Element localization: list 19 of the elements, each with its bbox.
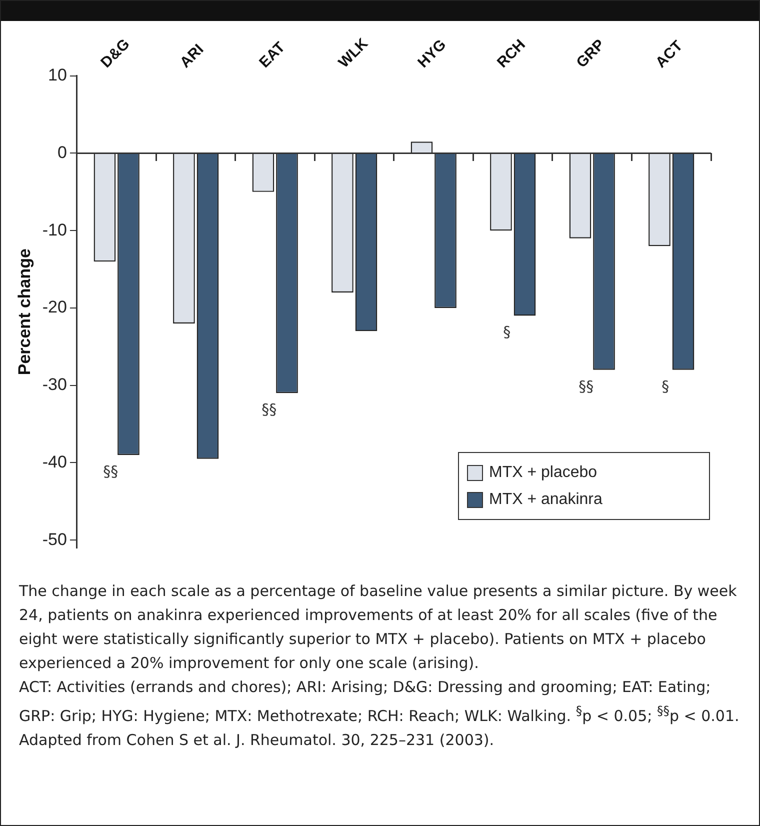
annotation: § <box>503 323 511 342</box>
x-tick-label: ARI <box>176 40 208 72</box>
y-tick-label: -20 <box>42 298 67 317</box>
y-tick-label: 0 <box>58 142 67 162</box>
legend-label: MTX + anakinra <box>489 490 602 508</box>
annotation: §§ <box>262 400 277 418</box>
y-tick-label: -50 <box>42 530 67 549</box>
y-tick-label: -30 <box>42 375 67 394</box>
y-axis-title: Percent change <box>14 248 34 376</box>
text: Adapted from Cohen S et al. J. Rheumatol. 30, 225–231 (2003). <box>19 730 496 751</box>
text: The change in each scale as a percentage of baseline value presents a similar picture. By week 24, patients on anakinra experienced improvements of at least 20% for all scales (five of the eight were statistically significantly superior to MTX + placebo). Patients on MTX + placebo experienced a 20% improvement for only one scale (arising). <box>19 581 738 674</box>
y-tick-label: -40 <box>42 452 67 472</box>
text: ACT: Activities (errands and chores); ARI: Arising; D&G: Dressing and grooming; EAT: Eating; GRP: Grip; HYG: Hygiene; MTX: Methotrexate; RCH: Reach; WLK: Walking. $^{§}$p < 0.05; $^{§§}$p < 0.01. <box>19 677 740 727</box>
y-tick-label: 10 <box>48 66 67 85</box>
y-tick-label: -10 <box>42 220 67 240</box>
annotation: § <box>662 377 670 396</box>
legend-label: MTX + placebo <box>489 464 598 482</box>
annotation: §§ <box>578 377 594 396</box>
annotation: §§ <box>103 462 118 480</box>
